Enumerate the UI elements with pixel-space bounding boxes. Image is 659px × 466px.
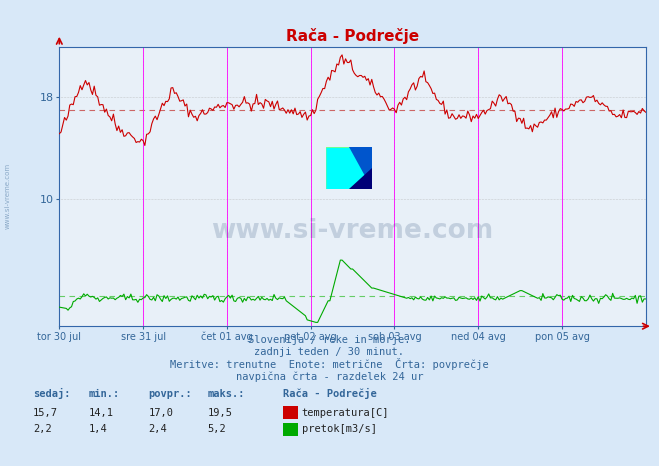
Text: www.si-vreme.com: www.si-vreme.com — [212, 218, 494, 244]
Text: maks.:: maks.: — [208, 389, 245, 399]
Text: www.si-vreme.com: www.si-vreme.com — [5, 163, 11, 229]
Text: 5,2: 5,2 — [208, 425, 226, 434]
Text: Meritve: trenutne  Enote: metrične  Črta: povprečje: Meritve: trenutne Enote: metrične Črta: … — [170, 358, 489, 370]
Polygon shape — [349, 147, 372, 189]
Polygon shape — [349, 168, 372, 189]
Title: Rača - Podrečje: Rača - Podrečje — [286, 28, 419, 44]
Text: temperatura[C]: temperatura[C] — [302, 408, 389, 418]
Text: 17,0: 17,0 — [148, 408, 173, 418]
Text: navpična črta - razdelek 24 ur: navpična črta - razdelek 24 ur — [236, 372, 423, 382]
Text: Slovenija / reke in morje.: Slovenija / reke in morje. — [248, 335, 411, 344]
Text: min.:: min.: — [89, 389, 120, 399]
Polygon shape — [326, 147, 372, 189]
Text: 19,5: 19,5 — [208, 408, 233, 418]
Text: 1,4: 1,4 — [89, 425, 107, 434]
Text: pretok[m3/s]: pretok[m3/s] — [302, 425, 377, 434]
Text: 2,4: 2,4 — [148, 425, 167, 434]
Text: 15,7: 15,7 — [33, 408, 58, 418]
Text: zadnji teden / 30 minut.: zadnji teden / 30 minut. — [254, 347, 405, 357]
Text: 2,2: 2,2 — [33, 425, 51, 434]
Text: sedaj:: sedaj: — [33, 388, 71, 399]
Text: Rača - Podrečje: Rača - Podrečje — [283, 388, 377, 399]
Text: 14,1: 14,1 — [89, 408, 114, 418]
Text: povpr.:: povpr.: — [148, 389, 192, 399]
